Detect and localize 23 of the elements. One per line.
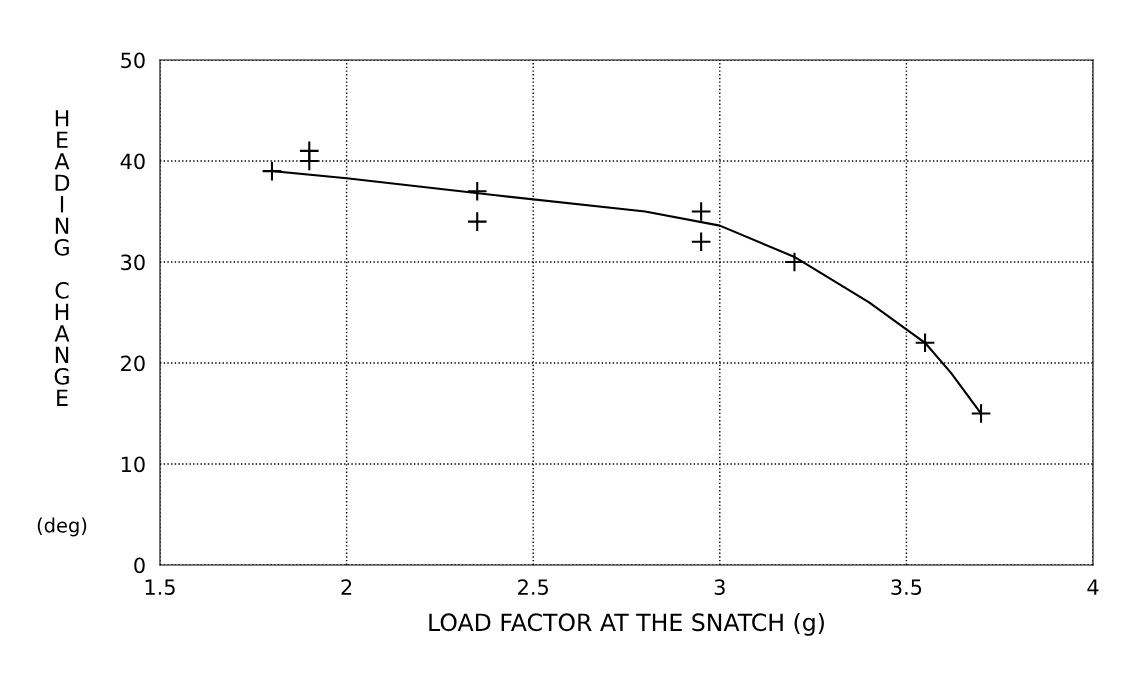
x-tick-label: 4 [1087,579,1099,595]
point [261,160,283,182]
x-tick-label: 3 [714,579,725,596]
point [914,332,936,354]
point [466,180,488,202]
point [298,150,320,172]
x-tick-label: 2.5 [518,579,548,596]
y-tick-label: 0 [134,557,145,574]
point [690,201,712,222]
y-tick-label: 30 [121,254,145,271]
x-tick-label: 1.5 [145,579,175,596]
x-tick-label: 2 [341,579,352,595]
y-tick-label: 50 [121,52,145,69]
x-axis-title: LOAD FACTOR AT THE SNATCH (g) [429,612,824,636]
y-tick-label: 40 [120,153,145,170]
text: HEADING CHANGE (deg) [37,110,87,537]
point [690,231,712,253]
point [970,403,992,424]
x-tick-label: 3.5 [891,579,922,596]
point [784,251,805,273]
y-tick-label: 20 [121,355,145,372]
y-tick-label: 10 [121,456,145,473]
point [466,211,488,232]
